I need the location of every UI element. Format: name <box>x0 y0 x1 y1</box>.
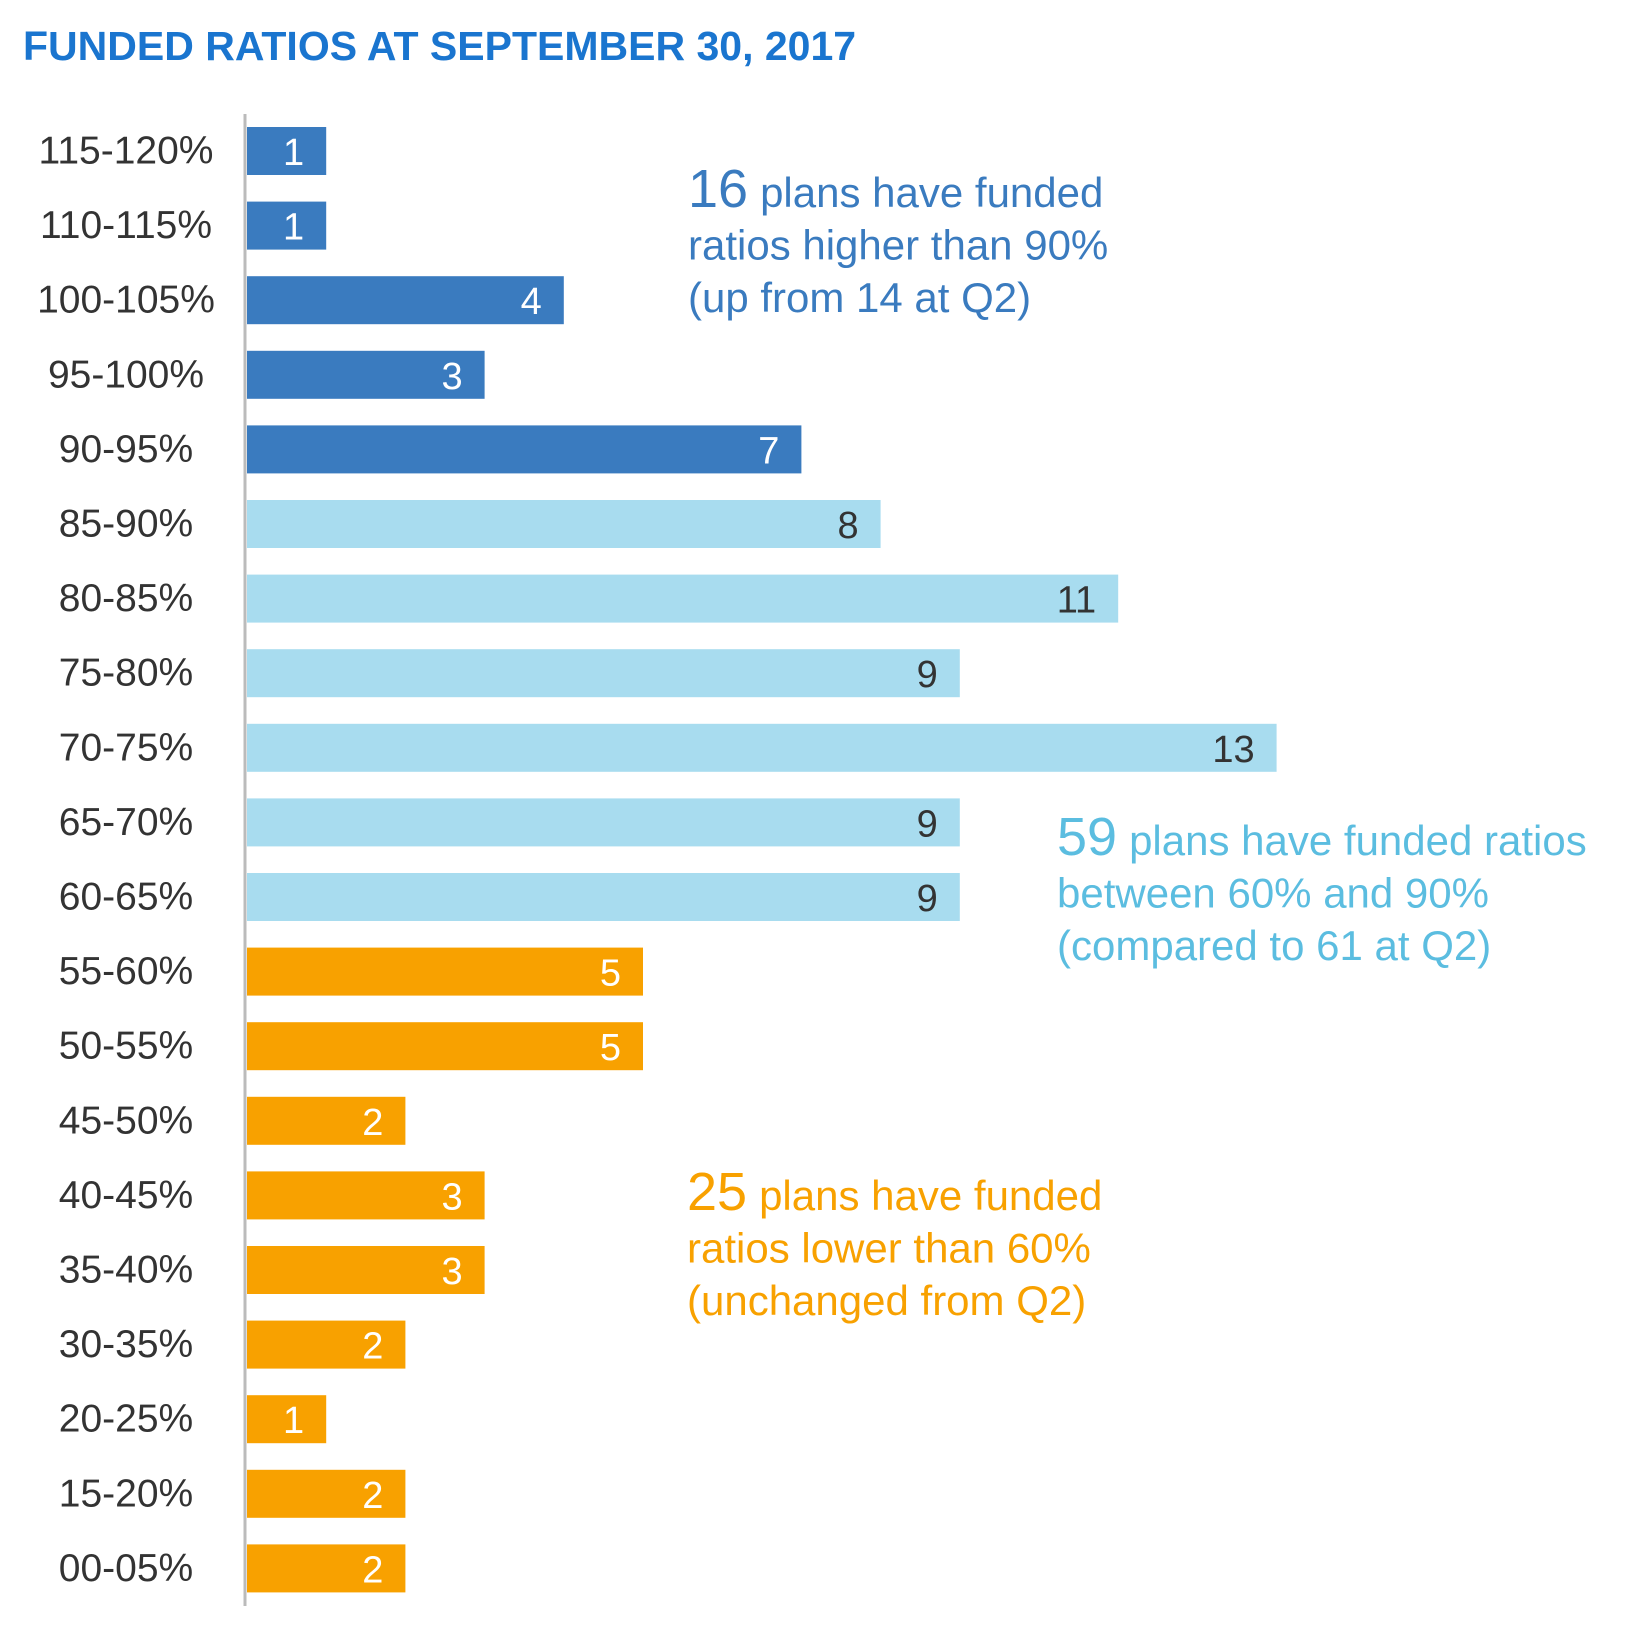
bar <box>247 1320 406 1369</box>
category-label: 85-90% <box>59 503 193 546</box>
value-label: 9 <box>917 878 938 920</box>
bar <box>247 500 881 548</box>
bar <box>247 873 960 921</box>
bar <box>247 1544 406 1593</box>
category-label: 15-20% <box>59 1472 193 1515</box>
annotation-text: between 60% and 90% <box>1057 870 1489 917</box>
category-label: 65-70% <box>59 801 193 844</box>
value-label: 5 <box>600 953 621 995</box>
value-label: 9 <box>917 654 938 696</box>
bar <box>247 201 327 250</box>
value-label: 3 <box>441 1251 462 1293</box>
bar <box>247 350 485 399</box>
bar <box>247 1469 406 1518</box>
bar <box>247 1171 485 1220</box>
bar <box>247 425 802 474</box>
bar <box>247 649 960 698</box>
category-label: 50-55% <box>59 1025 193 1068</box>
bar <box>247 1096 406 1145</box>
annotation-text: ratios higher than 90% <box>688 222 1108 269</box>
annotation-number: 59 <box>1057 807 1117 867</box>
value-label: 1 <box>283 132 304 174</box>
value-label: 7 <box>758 430 779 472</box>
value-label: 11 <box>1057 580 1096 622</box>
annotation-text: plans have funded <box>760 169 1103 216</box>
category-label: 45-50% <box>59 1099 193 1142</box>
value-label: 13 <box>1212 729 1254 771</box>
annotation-text: (up from 14 at Q2) <box>688 274 1031 321</box>
value-label: 2 <box>362 1549 383 1591</box>
bar <box>247 947 643 996</box>
value-label: 3 <box>441 1176 462 1218</box>
category-label: 55-60% <box>59 950 193 993</box>
category-label: 75-80% <box>59 652 193 695</box>
category-label: 110-115% <box>40 204 212 247</box>
bar <box>247 723 1277 772</box>
value-label: 9 <box>917 803 938 845</box>
value-label: 2 <box>362 1475 383 1517</box>
category-label: 80-85% <box>59 577 193 620</box>
category-label: 95-100% <box>48 353 204 396</box>
bar <box>247 276 564 325</box>
category-label: 70-75% <box>59 726 193 769</box>
category-label: 90-95% <box>59 428 193 471</box>
annotation-number: 25 <box>687 1162 747 1222</box>
category-label: 60-65% <box>59 876 193 919</box>
category-label: 115-120% <box>39 130 214 173</box>
annotation-text: (unchanged from Q2) <box>687 1277 1086 1324</box>
value-label: 8 <box>837 505 858 547</box>
value-label: 3 <box>441 356 462 398</box>
annotation-text: plans have funded ratios <box>1129 817 1587 864</box>
annotation: 25 plans have funded <box>687 1162 1102 1222</box>
category-label: 20-25% <box>59 1398 193 1441</box>
annotation: 16 plans have funded <box>688 159 1103 219</box>
category-label: 30-35% <box>59 1323 193 1366</box>
value-label: 4 <box>521 281 542 323</box>
annotation-text: plans have funded <box>759 1172 1102 1219</box>
bar <box>247 1395 327 1444</box>
value-label: 1 <box>283 207 304 249</box>
annotation-text: (compared to 61 at Q2) <box>1057 922 1491 969</box>
bar <box>247 1246 485 1294</box>
value-label: 1 <box>283 1400 304 1442</box>
bar <box>247 127 327 175</box>
category-label: 35-40% <box>59 1249 193 1292</box>
value-label: 5 <box>600 1027 621 1069</box>
annotation-text: ratios lower than 60% <box>687 1225 1091 1272</box>
category-label: 00-05% <box>59 1547 193 1590</box>
annotation: 59 plans have funded ratios <box>1057 807 1587 867</box>
bar <box>247 574 1119 623</box>
chart-title: FUNDED RATIOS AT SEPTEMBER 30, 2017 <box>23 23 856 69</box>
bar <box>247 1022 643 1071</box>
category-label: 40-45% <box>59 1174 193 1217</box>
bar <box>247 798 960 847</box>
annotation-number: 16 <box>688 159 748 219</box>
category-label: 100-105% <box>37 279 215 322</box>
value-label: 2 <box>362 1102 383 1144</box>
value-label: 2 <box>362 1326 383 1368</box>
